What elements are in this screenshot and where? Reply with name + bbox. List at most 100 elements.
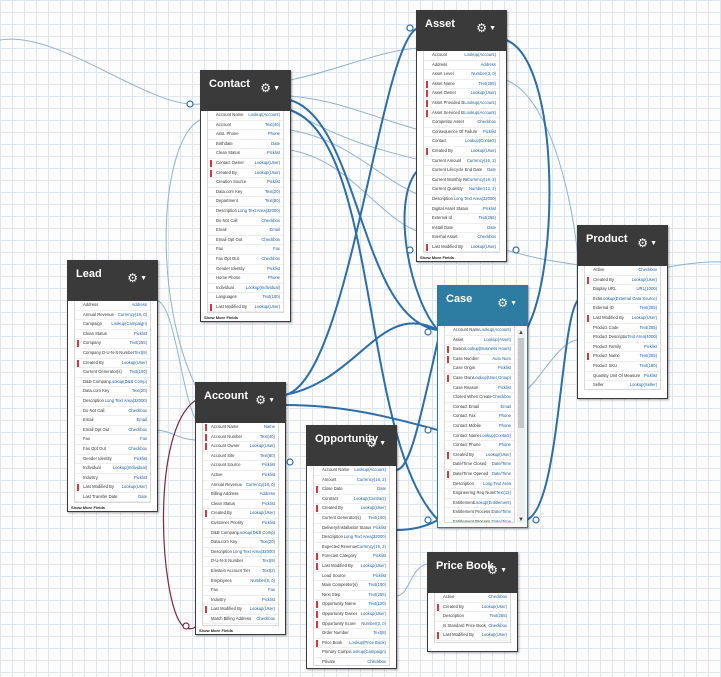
field-row[interactable]: Created By Lookup(User) [203, 509, 278, 519]
field-row[interactable]: Seller Lookup(Seller) [585, 381, 660, 389]
field-row[interactable]: Created By Lookup(User) [75, 359, 150, 369]
field-row[interactable]: Home Phone Phone [208, 274, 283, 284]
object-product[interactable]: Product ⚙ ▼ Active Checkbox Created By Looku… [577, 225, 668, 399]
field-row[interactable]: Main Competitor(s) Text(100) [314, 581, 389, 591]
field-row[interactable]: Fax Fax [208, 245, 283, 255]
field-row[interactable]: Display URL URL(1000) [585, 285, 660, 295]
object-opportunity[interactable]: Opportunity ⚙ ▼ Account Name Lookup(Accoun… [306, 425, 397, 669]
field-row[interactable]: Description Long Text Area(32000) [424, 195, 499, 205]
object-header[interactable]: Asset ⚙ ▼ [417, 11, 506, 51]
gear-icon[interactable]: ⚙ ▼ [487, 563, 507, 577]
field-row[interactable]: Fax Opt Out Checkbox [75, 445, 150, 455]
field-row[interactable]: Is Standard Price Book Checkbox [435, 622, 510, 632]
object-header[interactable]: Price Book ⚙ ▼ [428, 553, 517, 593]
field-row[interactable]: Case Origin Picklist [445, 364, 514, 374]
field-row[interactable]: Data.com Key Text(20) [208, 188, 283, 198]
field-row[interactable]: Created By Lookup(User) [424, 147, 499, 157]
field-row[interactable]: External Data SourceLookup(External Data… [585, 295, 660, 305]
field-row[interactable]: Private Checkbox [314, 658, 389, 665]
field-row[interactable]: Active Checkbox [435, 593, 510, 603]
field-row[interactable]: Last Transfer Date Date [75, 493, 150, 502]
field-row[interactable]: Do Not Call Checkbox [208, 217, 283, 227]
field-row[interactable]: D&B Company Lookup(D&B Comp) [75, 378, 150, 388]
field-row[interactable]: Contact Fax Phone [445, 412, 514, 422]
field-row[interactable]: Description Long Text Area(32000) [75, 397, 150, 407]
object-header[interactable]: Product ⚙ ▼ [578, 226, 667, 266]
field-row[interactable]: Annual Revenue Currency(18, 0) [75, 311, 150, 321]
scroll-down-icon[interactable]: ▼ [518, 517, 524, 523]
field-row[interactable]: Expected Revenue Currency(16, 2) [314, 543, 389, 553]
field-row[interactable]: Clean Status Picklist [75, 330, 150, 340]
field-row[interactable]: Close Date Date [314, 485, 389, 495]
field-row[interactable]: Contact Owner Lookup(User) [208, 159, 283, 169]
field-row[interactable]: Industry Picklist [75, 474, 150, 484]
field-row[interactable]: Product Family Picklist [585, 343, 660, 353]
gear-icon[interactable]: ⚙ ▼ [366, 436, 386, 450]
field-row[interactable]: Email Email [75, 416, 150, 426]
gear-icon[interactable]: ⚙ ▼ [476, 21, 496, 35]
field-row[interactable]: Last Modified By Lookup(User) [585, 314, 660, 324]
field-row[interactable]: Fax Fax [75, 435, 150, 445]
field-row[interactable]: Business HoursLookup(Business Hours) [445, 345, 514, 355]
object-header[interactable]: Case ⚙ ▼ [438, 286, 527, 326]
field-row[interactable]: Created By Lookup(User) [208, 169, 283, 179]
field-row[interactable]: Annual Revenue Currency(18, 0) [203, 481, 278, 491]
field-row[interactable]: Last Modified By Lookup(User) [208, 303, 283, 312]
field-row[interactable]: External Id Text(255) [424, 214, 499, 224]
field-row[interactable]: Competitor Asset Checkbox [424, 118, 499, 128]
field-row[interactable]: Fax Fax [203, 586, 278, 596]
field-row[interactable]: Current Amount Currency(16, 2) [424, 157, 499, 167]
field-row[interactable]: Current Generator(s) Text(100) [314, 514, 389, 524]
field-row[interactable]: Data.com Key Text(20) [75, 387, 150, 397]
field-row[interactable]: Consequence Of Failure Picklist [424, 128, 499, 138]
field-row[interactable]: Last Modified By Lookup(User) [314, 562, 389, 572]
object-asset[interactable]: Asset ⚙ ▼ Account Lookup(Account) Address Ad… [416, 10, 507, 262]
field-row[interactable]: Description Text(255) [435, 612, 510, 622]
field-row[interactable]: Created By Lookup(User) [445, 451, 514, 461]
field-row[interactable]: Gender Identity Picklist [208, 265, 283, 275]
field-row[interactable]: Account Text(40) [208, 121, 283, 131]
field-row[interactable]: Last Modified By Lookup(User) [424, 243, 499, 252]
field-row[interactable]: Account Number Text(40) [203, 433, 278, 443]
field-row[interactable]: Individual Lookup(Individual) [208, 284, 283, 294]
field-row[interactable]: Contact Lookup(Contact) [424, 137, 499, 147]
field-row[interactable]: Current Generator(s) Text(100) [75, 368, 150, 378]
field-row[interactable]: Last Modified By Lookup(User) [203, 605, 278, 615]
show-more-fields-link[interactable]: Show More Fields [199, 628, 234, 633]
field-row[interactable]: Description Long Text Area(32000) [203, 548, 278, 558]
field-row[interactable]: Do Not Call Checkbox [75, 407, 150, 417]
field-row[interactable]: Account Owner Lookup(User) [203, 442, 278, 452]
show-more-fields-link[interactable]: Show More Fields [71, 505, 106, 510]
field-row[interactable]: Delivery/Installation Status Picklist [314, 524, 389, 534]
gear-icon[interactable]: ⚙ ▼ [127, 271, 147, 285]
object-account[interactable]: Account ⚙ ▼ Account Name Name Account Numbe… [195, 382, 286, 635]
field-row[interactable]: Active Picklist [203, 471, 278, 481]
field-row[interactable]: Campaign Lookup(Campaign) [75, 320, 150, 330]
field-row[interactable]: Contact Phone Phone [445, 441, 514, 451]
field-row[interactable]: Einstein Account Tier Text(2) [203, 567, 278, 577]
field-row[interactable]: Contract Lookup(Contract) [314, 495, 389, 505]
field-row[interactable]: Created By Lookup(User) [435, 603, 510, 613]
object-header[interactable]: Opportunity ⚙ ▼ [307, 426, 396, 466]
object-header[interactable]: Lead ⚙ ▼ [68, 261, 157, 301]
field-row[interactable]: Asset Serviced By Lookup(Account) [424, 109, 499, 119]
field-row[interactable]: Asset Level Number(3, 0) [424, 70, 499, 80]
field-row[interactable]: Active Checkbox [585, 266, 660, 276]
field-row[interactable]: Order Number Text(8) [314, 629, 389, 639]
field-row[interactable]: Asset Owner Lookup(User) [424, 89, 499, 99]
field-row[interactable]: Fax Opt Out Checkbox [208, 255, 283, 265]
field-row[interactable]: Forecast Category Picklist [314, 552, 389, 562]
field-row[interactable]: Product Code Text(255) [585, 324, 660, 334]
field-row[interactable]: Quantity Unit Of Measure Picklist [585, 372, 660, 382]
field-row[interactable]: Opportunity Owner Lookup(User) [314, 610, 389, 620]
field-row[interactable]: Install Date Date [424, 224, 499, 234]
scroll-thumb[interactable] [518, 338, 524, 428]
scroll-up-icon[interactable]: ▲ [518, 330, 524, 336]
field-row[interactable]: Email Email [208, 226, 283, 236]
field-row[interactable]: Email Opt Out Checkbox [75, 426, 150, 436]
field-row[interactable]: Contact Mobile Phone [445, 422, 514, 432]
field-row[interactable]: Created By Lookup(User) [314, 504, 389, 514]
